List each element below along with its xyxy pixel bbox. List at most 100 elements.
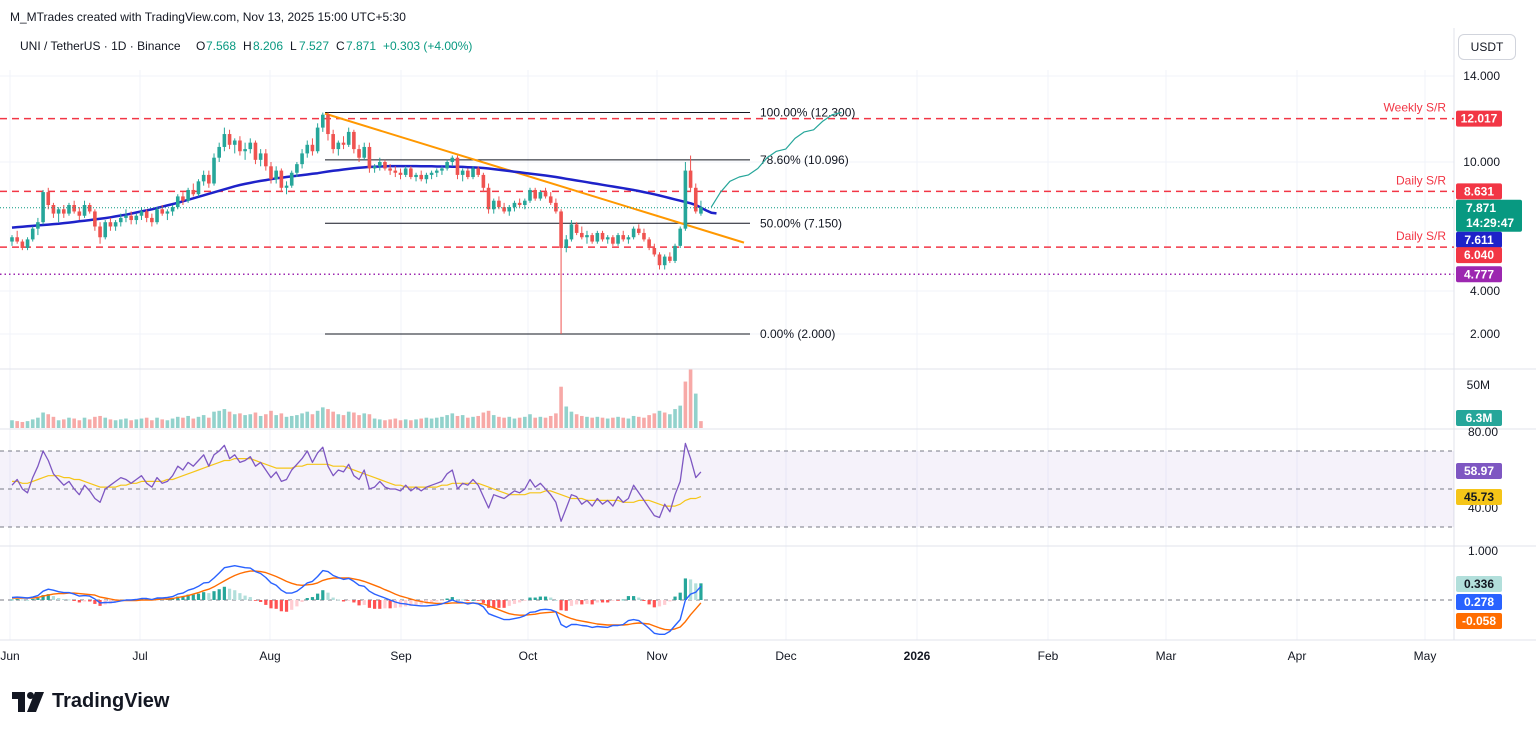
- volume-bar: [486, 410, 491, 428]
- volume-bar: [139, 418, 144, 428]
- macd-histogram-bar: [264, 600, 268, 605]
- volume-bar: [232, 414, 237, 428]
- rsi-value-pill-bg: [1456, 463, 1502, 479]
- tradingview-logo-text: TradingView: [52, 690, 170, 712]
- volume-bar: [212, 411, 216, 428]
- candle-down: [647, 239, 651, 248]
- candle-down: [357, 149, 361, 158]
- volume-bar: [341, 415, 346, 428]
- volume-bar: [642, 417, 646, 428]
- candle-up: [445, 162, 449, 169]
- candle-down: [455, 157, 460, 175]
- macd-histogram-bar: [20, 599, 24, 601]
- sr-label: Daily S/R: [1396, 173, 1446, 187]
- volume-bar: [326, 409, 330, 428]
- candle-up: [300, 153, 304, 165]
- volume-bar: [30, 419, 35, 428]
- sr-label: Weekly S/R: [1384, 101, 1447, 115]
- volume-bar: [269, 410, 273, 428]
- candle-down: [574, 224, 579, 233]
- macd-histogram-bar: [57, 598, 61, 600]
- time-tick-label: Jul: [132, 649, 147, 663]
- volume-bar: [305, 411, 310, 428]
- price-pill-weekly-sr-bg: [1456, 110, 1502, 127]
- last-price-box: [1456, 199, 1522, 232]
- volume-bar: [450, 413, 455, 428]
- volume-bar: [352, 412, 356, 428]
- low-label: L: [290, 39, 297, 53]
- candle-up: [222, 134, 227, 147]
- macd-histogram-bar: [585, 600, 589, 604]
- macd-histogram-bar: [688, 579, 693, 600]
- rsi-pane[interactable]: [0, 442, 1454, 528]
- macd-histogram-bar: [642, 600, 646, 601]
- macd-histogram-pill-bg: [1456, 576, 1502, 592]
- rsi-line: [11, 442, 702, 522]
- macd-signal-pill-bg: [1456, 613, 1502, 629]
- candle-down: [150, 217, 154, 223]
- candle-down: [621, 235, 626, 240]
- volume-bar: [357, 415, 361, 428]
- macd-histogram-bar: [502, 600, 506, 608]
- macd-histogram-bar: [595, 600, 599, 603]
- macd-histogram-bar: [543, 596, 548, 600]
- macd-histogram-bar: [51, 596, 56, 600]
- macd-histogram-bar: [46, 594, 50, 600]
- macd-histogram-bar: [616, 600, 620, 601]
- macd-histogram-bar: [564, 600, 568, 611]
- candle-up: [82, 205, 87, 216]
- macd-histogram-bar: [331, 597, 335, 600]
- candle-down: [341, 142, 346, 145]
- symbol-title[interactable]: UNI / TetherUS · 1D · Binance: [20, 39, 181, 53]
- price-pill-daily-sr-lower-bg: [1456, 247, 1502, 264]
- volume-bar: [82, 417, 87, 428]
- volume-bar: [362, 413, 367, 428]
- projection-path: [710, 111, 842, 208]
- candle-up: [212, 157, 216, 184]
- macd-histogram-bar: [663, 600, 667, 605]
- tradingview-logo[interactable]: TradingView: [12, 690, 169, 713]
- moving-average-line: [11, 164, 717, 229]
- macd-histogram-bar: [523, 600, 527, 601]
- currency-button[interactable]: USDT: [1458, 34, 1516, 60]
- macd-histogram-bar: [481, 600, 485, 603]
- macd-histogram-bar: [248, 597, 252, 600]
- macd-histogram-bar: [554, 600, 558, 601]
- volume-bar: [548, 415, 553, 428]
- candle-down: [580, 232, 584, 238]
- time-tick-label: Dec: [775, 649, 796, 663]
- volume-bar: [201, 415, 206, 428]
- volume-bar: [409, 420, 413, 428]
- price-axis[interactable]: 14.00010.0004.0002.00050M80.0040.001.000…: [1456, 69, 1522, 629]
- time-axis[interactable]: Jun Jul Aug Sep Oct Nov Dec 2026 Feb Mar Apr May: [0, 649, 1436, 663]
- macd-histogram-bar: [290, 600, 294, 610]
- candle-up: [155, 209, 159, 223]
- candle-up: [616, 235, 620, 244]
- candle-up: [25, 239, 30, 248]
- candle-down: [227, 134, 232, 145]
- candle-down: [393, 170, 398, 173]
- macd-histogram-bar: [440, 600, 444, 601]
- candle-down: [486, 187, 491, 210]
- candle-up: [678, 228, 683, 246]
- volume-pane[interactable]: [10, 369, 703, 428]
- macd-histogram-bar: [683, 578, 687, 600]
- candle-down: [207, 174, 211, 184]
- candle-up: [434, 170, 439, 173]
- candle-down: [51, 205, 56, 214]
- volume-bar: [155, 417, 159, 428]
- time-tick-label: Aug: [259, 649, 280, 663]
- macd-pane[interactable]: [0, 565, 1454, 635]
- macd-histogram-bar: [647, 600, 651, 605]
- volume-bar: [605, 418, 610, 428]
- volume-bar: [150, 420, 154, 428]
- tradingview-logo-icon: [12, 691, 44, 712]
- time-tick-label: May: [1414, 649, 1437, 663]
- volume-bar: [377, 419, 382, 428]
- macd-histogram-bar: [632, 596, 636, 600]
- price-pane[interactable]: Weekly S/R Daily S/R Daily S/R 100.00% (12.…: [0, 101, 1454, 341]
- macd-histogram-bar: [657, 600, 662, 607]
- candle-up: [491, 200, 496, 210]
- volume-bar: [538, 416, 543, 428]
- candle-up: [440, 168, 444, 171]
